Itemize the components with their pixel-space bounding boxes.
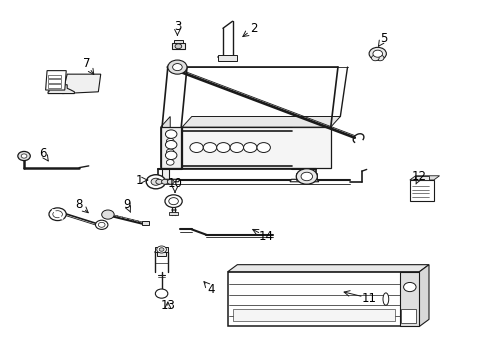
Text: 8: 8 bbox=[75, 198, 82, 211]
Circle shape bbox=[165, 140, 177, 149]
Circle shape bbox=[155, 289, 167, 298]
Circle shape bbox=[371, 55, 378, 61]
Circle shape bbox=[296, 169, 317, 184]
Polygon shape bbox=[62, 74, 101, 94]
Circle shape bbox=[166, 149, 174, 154]
Bar bbox=[173, 40, 183, 43]
Circle shape bbox=[165, 151, 177, 159]
Bar bbox=[48, 75, 61, 78]
Circle shape bbox=[165, 130, 177, 138]
Circle shape bbox=[403, 283, 415, 292]
Circle shape bbox=[156, 179, 162, 184]
Circle shape bbox=[256, 143, 270, 153]
Circle shape bbox=[95, 220, 108, 229]
Polygon shape bbox=[182, 117, 340, 127]
Circle shape bbox=[301, 172, 312, 181]
Bar bbox=[155, 247, 167, 252]
Polygon shape bbox=[156, 179, 180, 182]
Circle shape bbox=[230, 143, 243, 153]
Bar bbox=[218, 55, 237, 61]
Bar bbox=[157, 248, 166, 256]
Bar bbox=[169, 212, 178, 215]
Bar bbox=[48, 84, 61, 87]
Text: 11: 11 bbox=[361, 292, 376, 305]
Circle shape bbox=[166, 159, 174, 165]
Text: 9: 9 bbox=[123, 198, 131, 211]
Text: 3: 3 bbox=[173, 20, 181, 33]
Circle shape bbox=[164, 195, 182, 207]
Circle shape bbox=[203, 143, 216, 153]
Text: 5: 5 bbox=[379, 32, 386, 45]
Bar bbox=[400, 309, 415, 323]
Bar bbox=[171, 43, 184, 49]
Text: 13: 13 bbox=[160, 299, 175, 312]
Circle shape bbox=[167, 60, 186, 74]
Bar bbox=[48, 80, 61, 83]
Circle shape bbox=[98, 222, 105, 227]
Bar bbox=[227, 272, 419, 327]
Bar bbox=[414, 176, 428, 180]
Text: 4: 4 bbox=[207, 283, 214, 296]
Circle shape bbox=[146, 175, 165, 189]
Circle shape bbox=[172, 64, 182, 71]
Circle shape bbox=[18, 152, 30, 161]
Circle shape bbox=[189, 143, 203, 153]
Circle shape bbox=[157, 246, 166, 253]
Polygon shape bbox=[48, 81, 74, 94]
Circle shape bbox=[21, 154, 27, 158]
Circle shape bbox=[167, 179, 174, 184]
Polygon shape bbox=[289, 179, 318, 182]
Polygon shape bbox=[227, 265, 428, 272]
Circle shape bbox=[102, 210, 114, 219]
Circle shape bbox=[161, 179, 168, 184]
Bar bbox=[162, 130, 168, 181]
Bar bbox=[142, 221, 149, 225]
Circle shape bbox=[368, 48, 386, 60]
Ellipse shape bbox=[382, 293, 388, 305]
Circle shape bbox=[49, 208, 66, 221]
Text: 10: 10 bbox=[167, 177, 182, 190]
Polygon shape bbox=[419, 265, 428, 327]
Circle shape bbox=[376, 55, 383, 61]
Circle shape bbox=[216, 143, 230, 153]
Polygon shape bbox=[160, 117, 170, 168]
Bar bbox=[399, 272, 419, 327]
Circle shape bbox=[168, 198, 178, 205]
Circle shape bbox=[372, 50, 382, 57]
Circle shape bbox=[243, 143, 256, 153]
Text: 1: 1 bbox=[135, 174, 142, 186]
Bar bbox=[409, 180, 433, 201]
Circle shape bbox=[166, 138, 174, 144]
Circle shape bbox=[151, 178, 160, 185]
Text: 14: 14 bbox=[258, 230, 273, 243]
Circle shape bbox=[175, 44, 182, 49]
Bar bbox=[232, 309, 395, 321]
Polygon shape bbox=[182, 127, 330, 168]
Text: 2: 2 bbox=[250, 22, 257, 35]
Polygon shape bbox=[160, 127, 181, 168]
Text: 12: 12 bbox=[411, 170, 426, 183]
Circle shape bbox=[53, 211, 62, 218]
Text: 7: 7 bbox=[82, 57, 90, 70]
Polygon shape bbox=[45, 71, 66, 90]
Polygon shape bbox=[409, 176, 439, 180]
Bar bbox=[160, 129, 180, 168]
Text: 6: 6 bbox=[40, 147, 47, 160]
Circle shape bbox=[159, 248, 163, 251]
